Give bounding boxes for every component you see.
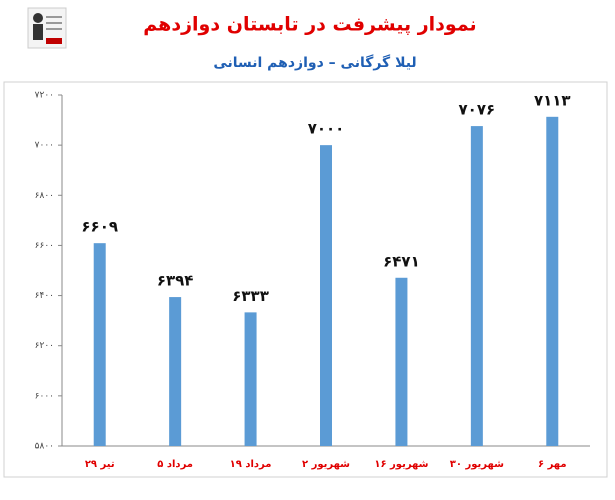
x-tick-label: ۲ شهریور xyxy=(302,459,350,470)
y-tick-label: ۶۴۰۰ xyxy=(35,291,54,301)
x-tick-label: ۲۹ تیر xyxy=(85,459,115,470)
y-tick-label: ۷۲۰۰ xyxy=(35,91,54,101)
bar xyxy=(395,277,408,446)
x-tick-label: ۳۰ شهریور xyxy=(450,459,504,470)
chart-frame xyxy=(3,81,608,478)
value-label: ۶۶۰۹ xyxy=(81,218,118,236)
x-tick-label: ۵ مرداد xyxy=(157,459,193,470)
y-tick-label: ۷۰۰۰ xyxy=(35,141,54,151)
y-tick-label: ۶۸۰۰ xyxy=(35,191,54,201)
value-label: ۶۴۷۱ xyxy=(383,252,420,270)
value-label: ۷۰۰۰ xyxy=(308,120,345,138)
value-label: ۷۰۷۶ xyxy=(459,101,496,119)
value-label: ۷۱۱۳ xyxy=(534,91,571,109)
y-tick-label: ۶۲۰۰ xyxy=(35,341,54,351)
y-tick-label: ۶۶۰۰ xyxy=(35,241,54,251)
bar xyxy=(93,243,106,446)
bar xyxy=(546,116,559,447)
x-tick-label: ۱۶ شهریور xyxy=(374,459,428,470)
y-tick-label: ۶۰۰۰ xyxy=(35,391,54,401)
bar xyxy=(470,126,483,447)
logo xyxy=(27,7,67,49)
value-label: ۶۳۹۴ xyxy=(157,272,194,290)
bar xyxy=(169,297,182,446)
chart-title: نمودار پیشرفت در تابستان دوازدهم xyxy=(143,14,476,36)
value-label: ۶۳۳۳ xyxy=(232,287,269,305)
x-tick-label: ۶ مهر xyxy=(538,459,567,470)
y-tick-label: ۵۸۰۰ xyxy=(35,442,54,452)
chart-subtitle: لیلا گرگانی – دوازدهم انسانی xyxy=(213,54,416,71)
x-tick-label: ۱۹ مرداد xyxy=(230,459,272,470)
bar xyxy=(320,145,332,446)
bar xyxy=(244,312,257,446)
